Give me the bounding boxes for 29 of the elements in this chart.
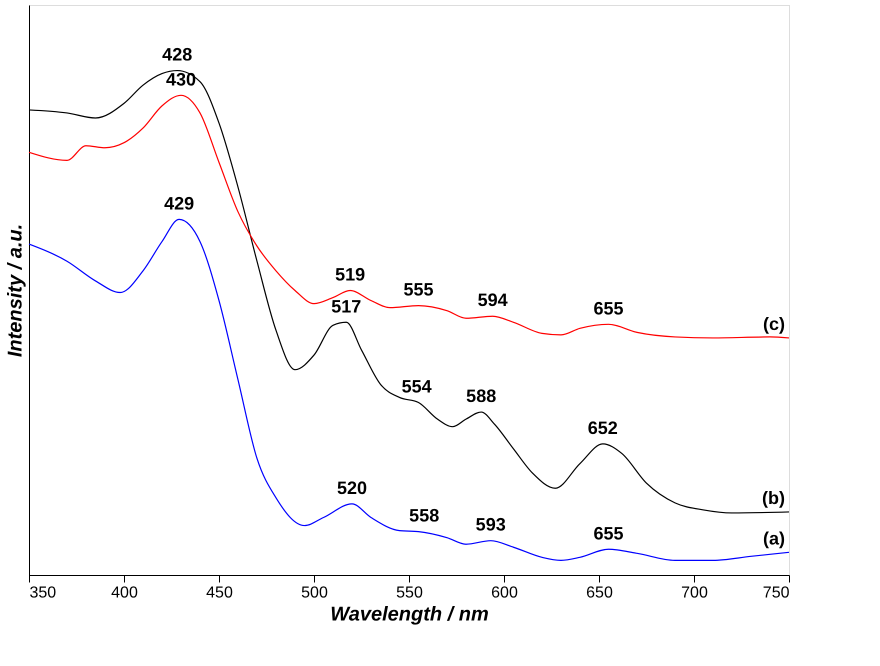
x-tick-label: 400 bbox=[111, 584, 138, 602]
x-tick-label: 350 bbox=[30, 584, 56, 602]
annotation: 594 bbox=[478, 290, 508, 310]
annotation: 588 bbox=[466, 386, 496, 406]
annotation: 519 bbox=[335, 264, 366, 285]
y-axis-title: Intensity / a.u. bbox=[4, 224, 26, 358]
annotation: 430 bbox=[166, 69, 196, 90]
series-label: (a) bbox=[763, 528, 786, 548]
x-tick-label: 550 bbox=[396, 584, 423, 602]
annotation: 655 bbox=[593, 523, 624, 544]
annotation: 520 bbox=[336, 478, 368, 498]
annotation: 517 bbox=[331, 296, 362, 316]
x-tick-label: 750 bbox=[762, 584, 790, 602]
annotation: 429 bbox=[164, 193, 194, 214]
x-tick-label: 500 bbox=[301, 584, 328, 602]
annotation: 555 bbox=[403, 280, 434, 300]
x-tick-label: 600 bbox=[491, 584, 518, 602]
x-tick-label: 450 bbox=[206, 584, 233, 602]
annotation: 655 bbox=[593, 298, 624, 318]
annotation: 554 bbox=[402, 376, 432, 396]
x-tick-label: 700 bbox=[681, 584, 708, 602]
series-label: (b) bbox=[762, 488, 786, 508]
annotation: 652 bbox=[588, 418, 618, 438]
annotation: 558 bbox=[409, 506, 440, 526]
annotation: 428 bbox=[162, 44, 192, 65]
x-tick-label: 650 bbox=[586, 584, 613, 602]
series-label: (c) bbox=[763, 314, 786, 334]
annotation: 593 bbox=[476, 514, 506, 535]
x-axis-title: Wavelength / nm bbox=[330, 604, 489, 626]
